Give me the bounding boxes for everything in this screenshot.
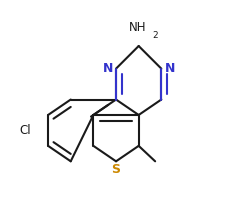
Text: S: S [111, 163, 120, 176]
Text: N: N [102, 62, 112, 75]
Text: Cl: Cl [19, 124, 30, 137]
Text: 2: 2 [152, 31, 158, 40]
Text: NH: NH [128, 21, 145, 34]
Text: N: N [164, 62, 174, 75]
